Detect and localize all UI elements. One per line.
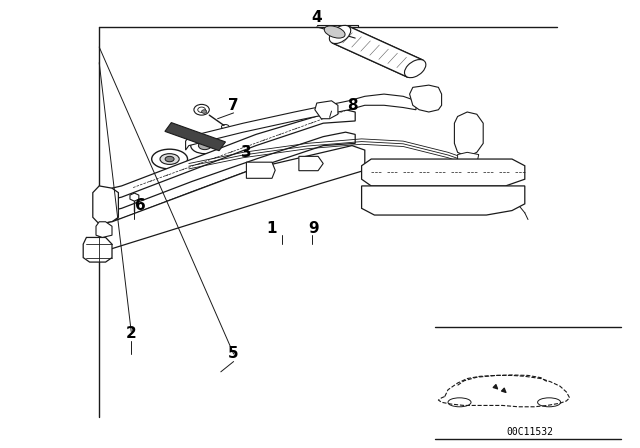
Ellipse shape: [416, 196, 467, 212]
Text: 7: 7: [228, 98, 239, 113]
Text: 00C11532: 00C11532: [506, 427, 554, 437]
Ellipse shape: [324, 26, 345, 38]
Polygon shape: [454, 112, 483, 157]
Polygon shape: [112, 110, 355, 199]
Polygon shape: [165, 123, 225, 151]
Text: 9: 9: [308, 221, 319, 236]
Polygon shape: [186, 94, 416, 150]
Polygon shape: [93, 186, 118, 224]
Ellipse shape: [248, 166, 264, 175]
Text: 5: 5: [228, 346, 239, 362]
Ellipse shape: [321, 106, 332, 115]
Text: 1: 1: [267, 221, 277, 236]
Polygon shape: [112, 132, 355, 221]
Ellipse shape: [202, 110, 207, 113]
Text: 4: 4: [312, 10, 322, 26]
Ellipse shape: [304, 160, 317, 167]
Ellipse shape: [221, 125, 229, 129]
Ellipse shape: [165, 156, 174, 162]
Ellipse shape: [191, 138, 219, 154]
Polygon shape: [410, 85, 442, 112]
Ellipse shape: [464, 129, 474, 138]
Ellipse shape: [194, 104, 209, 115]
Ellipse shape: [330, 26, 351, 43]
Ellipse shape: [131, 211, 138, 215]
Polygon shape: [83, 237, 112, 262]
Ellipse shape: [421, 90, 436, 107]
Ellipse shape: [152, 149, 188, 169]
Polygon shape: [458, 152, 479, 166]
Polygon shape: [299, 156, 323, 171]
Ellipse shape: [160, 154, 179, 164]
Polygon shape: [315, 101, 338, 119]
Polygon shape: [246, 162, 275, 178]
Polygon shape: [130, 193, 139, 201]
Polygon shape: [362, 159, 525, 186]
Text: 6: 6: [136, 198, 146, 213]
Ellipse shape: [404, 60, 426, 78]
Ellipse shape: [198, 142, 211, 150]
Text: 3: 3: [241, 145, 252, 160]
Text: 2: 2: [126, 326, 136, 341]
Ellipse shape: [458, 124, 481, 143]
Polygon shape: [96, 222, 112, 237]
Polygon shape: [99, 146, 365, 249]
Text: 8: 8: [347, 98, 357, 113]
Polygon shape: [332, 26, 423, 77]
Polygon shape: [332, 26, 423, 77]
Polygon shape: [362, 186, 525, 215]
